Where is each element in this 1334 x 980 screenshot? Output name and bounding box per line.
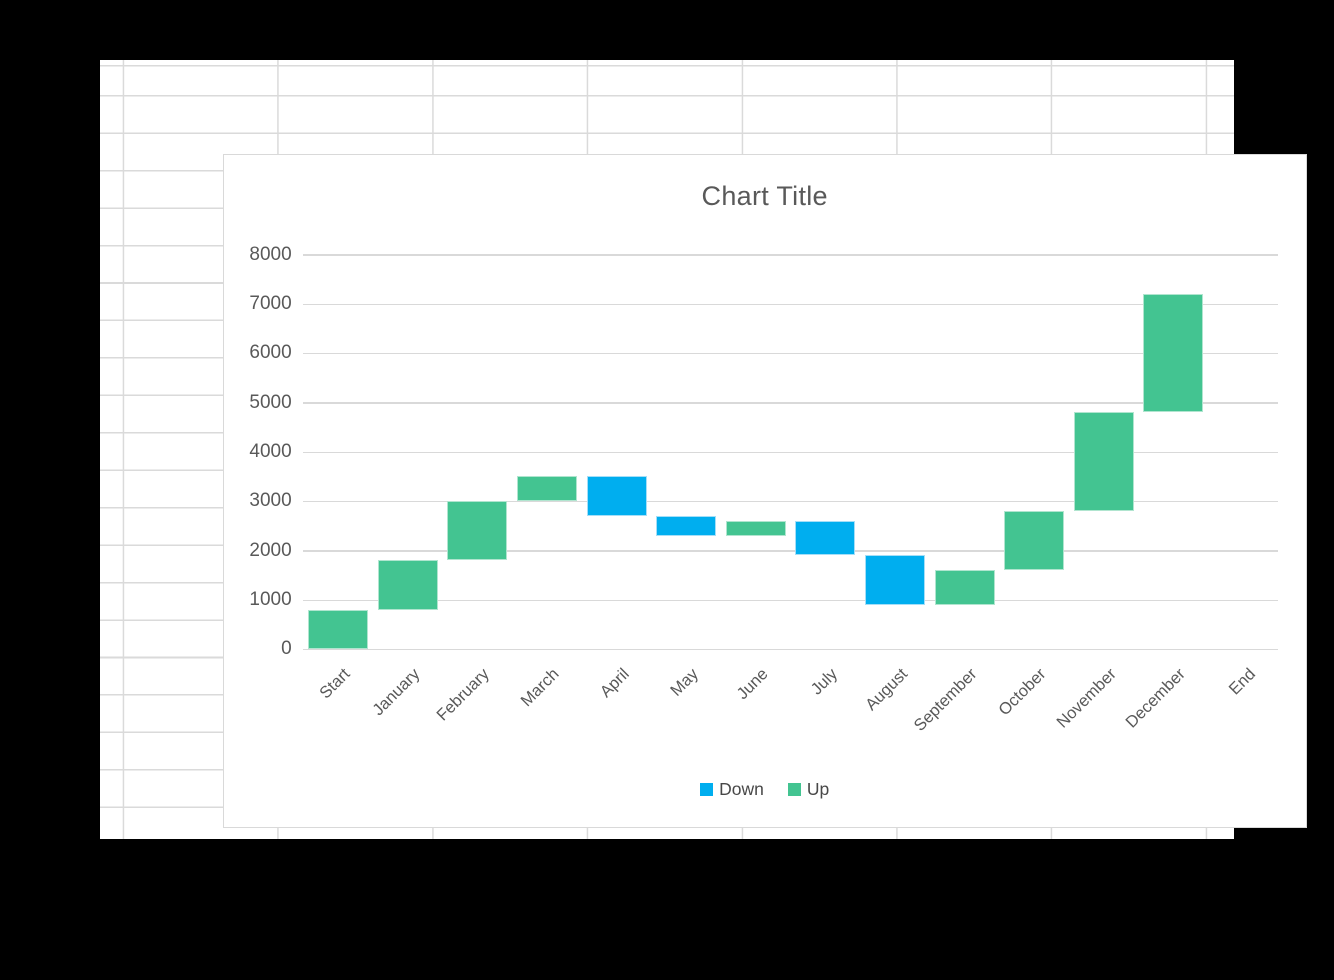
- x-axis-tick-label: July: [807, 664, 842, 699]
- plot-area: 0 1000 2000 3000 4000 5000 6000 7000 8000 Start Ja…: [224, 155, 1306, 827]
- x-axis-tick-label: June: [733, 664, 772, 704]
- y-axis-tick-label: 6000: [249, 342, 292, 364]
- bar-november[interactable]: [1073, 412, 1134, 511]
- y-axis-tick-label: 4000: [249, 441, 292, 463]
- bar-june[interactable]: [725, 520, 786, 536]
- y-axis-tick-label: 8000: [249, 243, 292, 265]
- bar-start[interactable]: [308, 609, 369, 649]
- legend-label: Down: [719, 779, 764, 800]
- legend-swatch-icon: [700, 783, 714, 797]
- y-axis-tick-label: 1000: [249, 589, 292, 611]
- bar-december[interactable]: [1143, 293, 1204, 413]
- y-gridline: [303, 550, 1278, 552]
- legend-item-up[interactable]: Up: [787, 779, 830, 800]
- y-gridline: [303, 254, 1278, 256]
- y-gridline: [303, 352, 1278, 355]
- y-gridline: [303, 402, 1278, 404]
- y-gridline: [303, 500, 1278, 503]
- x-axis-tick-label: February: [433, 664, 494, 725]
- bar-january[interactable]: [377, 560, 438, 610]
- chart-title[interactable]: Chart Title: [701, 181, 828, 212]
- x-axis-tick-label: End: [1225, 664, 1259, 699]
- bar-august[interactable]: [864, 555, 925, 605]
- bar-march[interactable]: [516, 476, 577, 501]
- x-axis-tick-label: May: [667, 664, 702, 700]
- x-axis-tick-label: November: [1052, 664, 1120, 732]
- x-axis-tick-label: October: [995, 664, 1050, 720]
- legend-swatch-icon: [787, 783, 801, 797]
- y-axis-tick-label: 5000: [249, 391, 292, 413]
- bar-april[interactable]: [586, 476, 647, 516]
- waterfall-chart[interactable]: Chart Title 0 1000 2000 3000 4000 5000 6000 700…: [222, 154, 1307, 829]
- y-gridline: [303, 303, 1278, 305]
- legend-label: Up: [806, 779, 830, 800]
- bar-may[interactable]: [656, 515, 717, 536]
- bar-february[interactable]: [447, 500, 508, 561]
- y-gridline: [303, 451, 1278, 453]
- bar-october[interactable]: [1004, 510, 1065, 571]
- y-gridline: [303, 599, 1278, 601]
- y-axis-tick-label: 0: [281, 638, 292, 660]
- spreadsheet-grid[interactable]: Chart Title 0 1000 2000 3000 4000 5000 6000 700…: [100, 60, 1307, 839]
- legend-item-down[interactable]: Down: [700, 779, 764, 800]
- chart-legend: Down Up: [224, 779, 1306, 800]
- y-gridline: [303, 648, 1278, 651]
- y-axis-tick-label: 2000: [249, 539, 292, 561]
- bar-september[interactable]: [934, 570, 995, 605]
- bar-july[interactable]: [795, 520, 856, 556]
- x-axis-tick-label: August: [861, 664, 911, 715]
- x-axis-tick-label: January: [369, 664, 424, 720]
- y-axis-tick-label: 7000: [249, 293, 292, 315]
- x-axis-tick-label: April: [596, 664, 633, 702]
- x-axis-tick-label: December: [1122, 664, 1190, 732]
- x-axis-tick-label: September: [910, 664, 981, 735]
- y-axis-tick-label: 3000: [249, 490, 292, 512]
- x-axis-tick-label: Start: [316, 664, 354, 703]
- x-axis-tick-label: March: [517, 664, 563, 711]
